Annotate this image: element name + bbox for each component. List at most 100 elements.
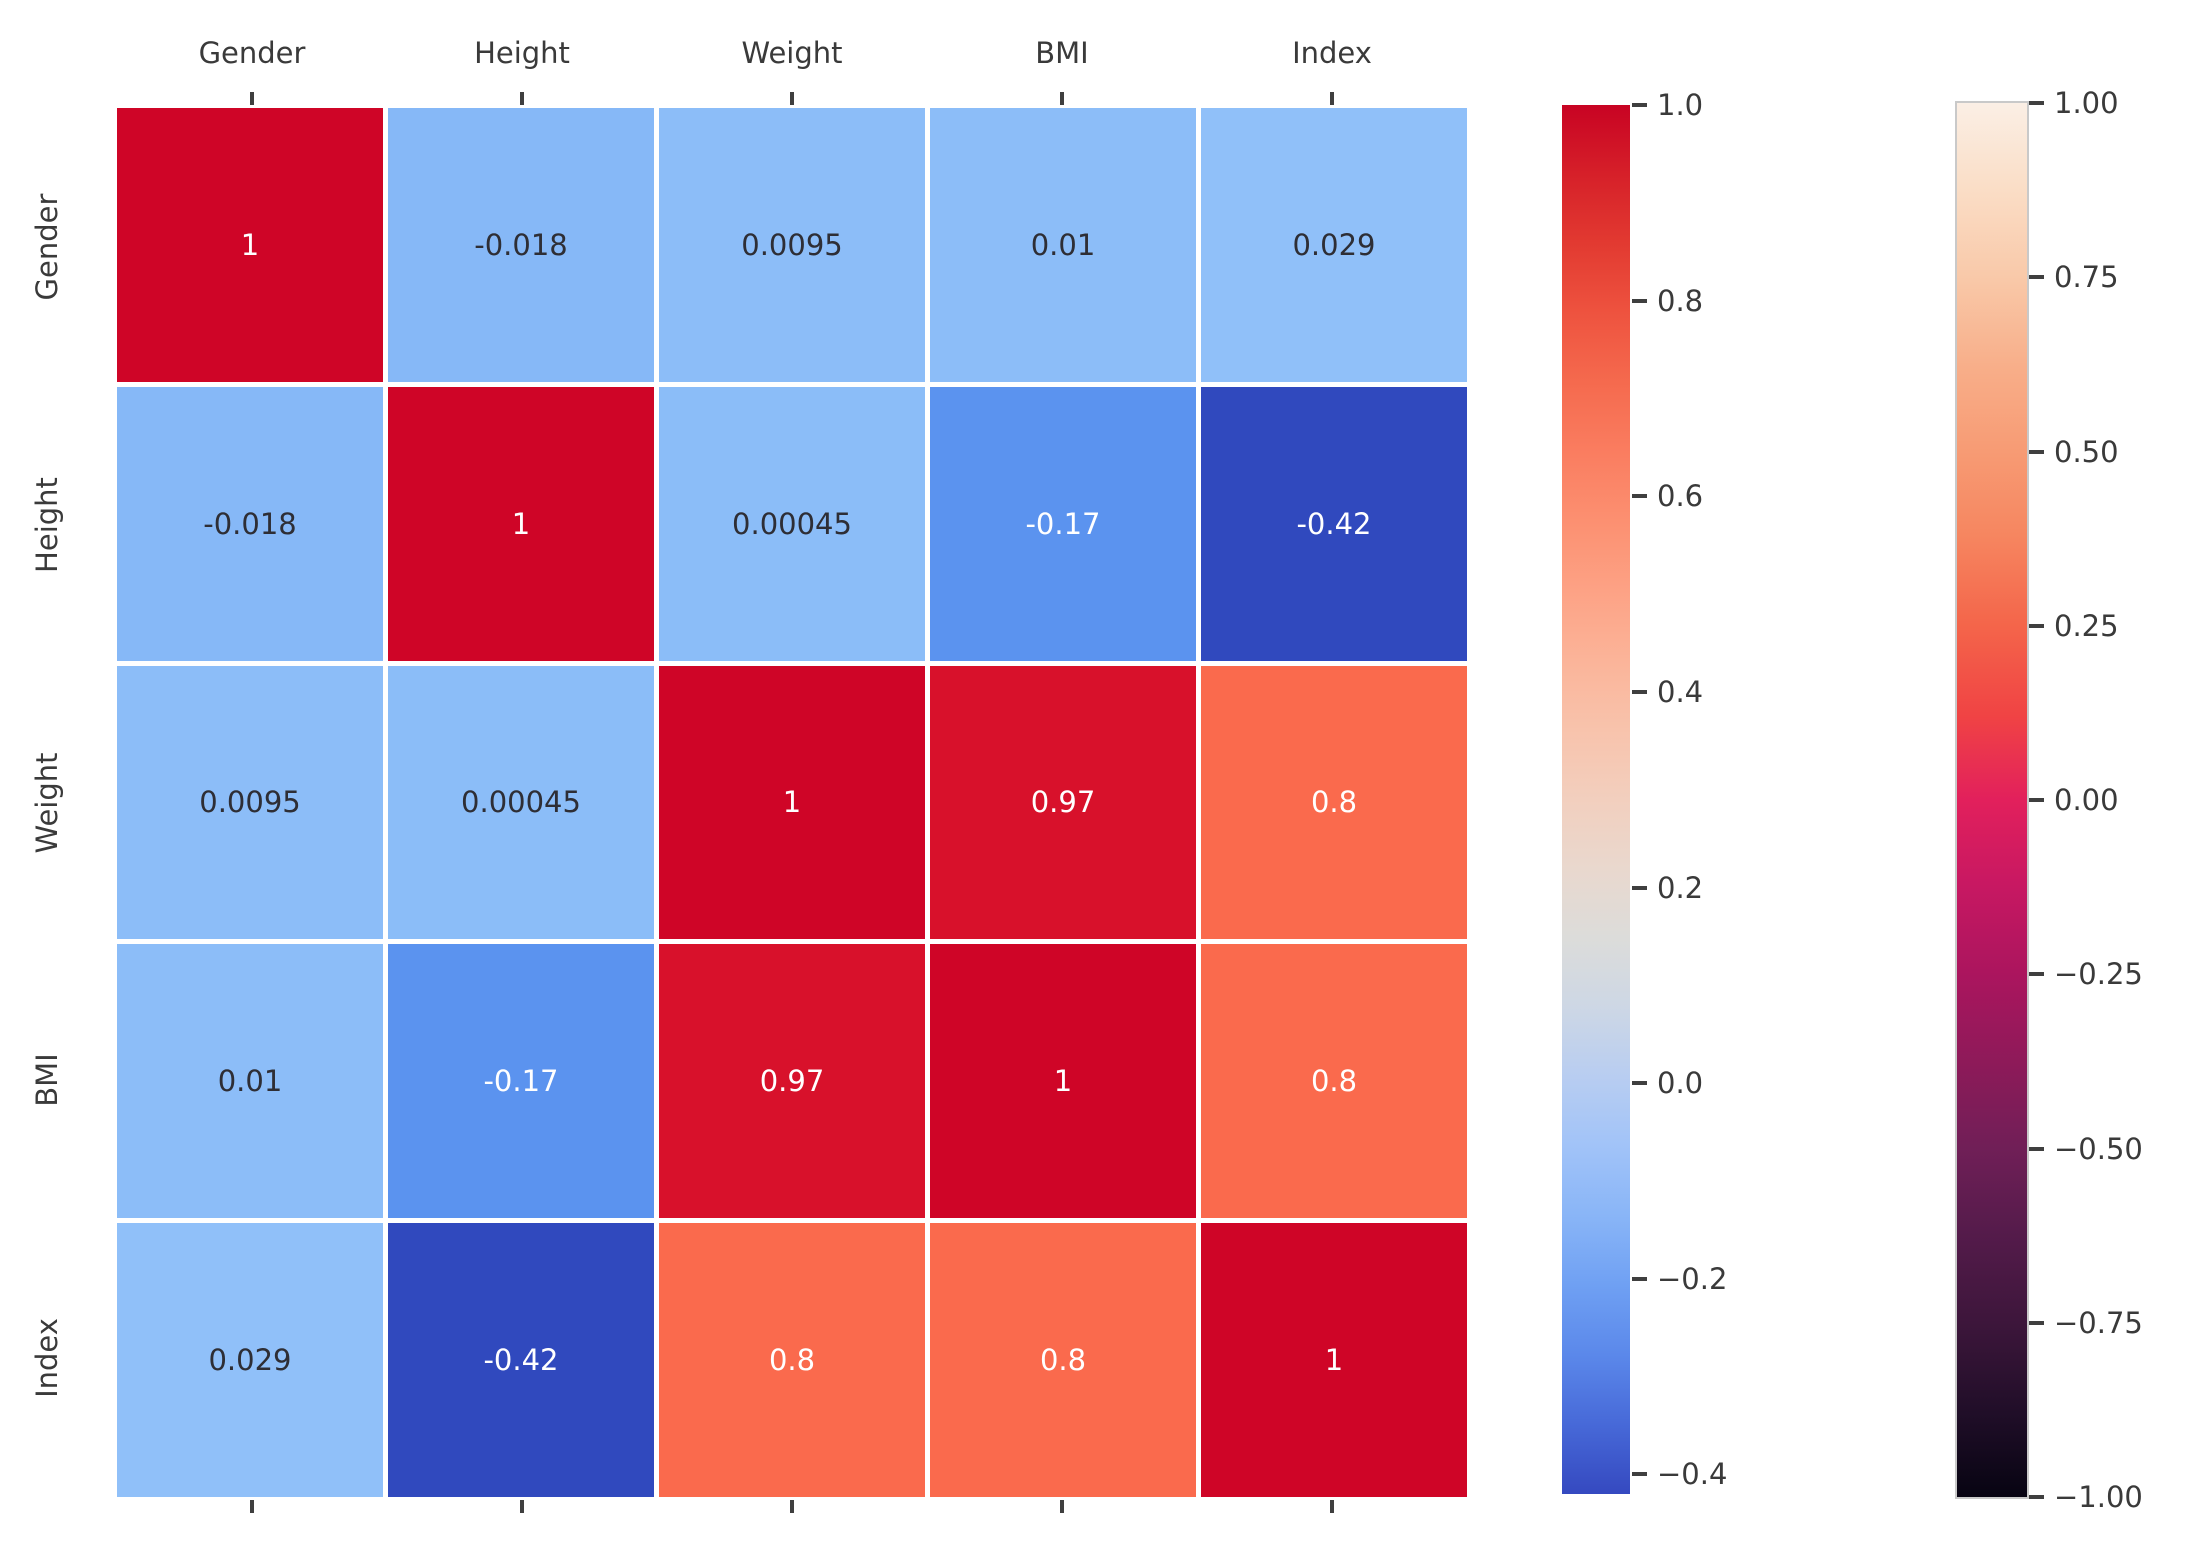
- colorbar-secondary-tick-label: 0.25: [2054, 608, 2119, 643]
- column-label-gender: Gender: [198, 36, 306, 70]
- colorbar-secondary-tick-label: 0.00: [2054, 783, 2119, 817]
- axis-tick-mark: [520, 1500, 524, 1513]
- cell-value: 0.01: [217, 1064, 283, 1099]
- heatmap-cell-bmi-index: 0.8: [1201, 944, 1467, 1219]
- heatmap-cell-index-index: 1: [1201, 1223, 1467, 1497]
- colorbar-main: [1562, 105, 1630, 1494]
- colorbar-main-tick-label: 0.2: [1657, 870, 1704, 905]
- colorbar-secondary-tick-label: 0.50: [2054, 434, 2119, 469]
- cell-value: -0.17: [483, 1064, 559, 1099]
- cell-value: 0.97: [1030, 785, 1096, 820]
- colorbar-secondary-tick-mark: [2029, 275, 2044, 280]
- heatmap-cell-index-height: -0.42: [388, 1223, 654, 1497]
- colorbar-main-tick-mark: [1632, 1081, 1647, 1086]
- colorbar-secondary-tick-mark: [2029, 798, 2044, 802]
- cell-value: 0.01: [1030, 227, 1096, 262]
- heatmap-cell-weight-index: 0.8: [1201, 665, 1467, 940]
- cell-value: 0.029: [1292, 227, 1376, 262]
- heatmap-cell-height-height: 1: [388, 386, 654, 661]
- colorbar-main-tick-label: 0.4: [1657, 674, 1704, 709]
- heatmap-cell-height-weight: 0.00045: [659, 386, 925, 661]
- colorbar-main-tick-label: −0.4: [1657, 1457, 1728, 1492]
- row-label-gender: Gender: [30, 193, 64, 301]
- heatmap-cell-bmi-weight: 0.97: [659, 944, 925, 1219]
- row-label-weight: Weight: [30, 751, 64, 854]
- column-label-weight: Weight: [741, 36, 843, 70]
- cell-value: 0.0095: [199, 785, 301, 820]
- colorbar-secondary-tick-mark: [2029, 623, 2044, 628]
- axis-tick-mark: [1060, 1500, 1064, 1513]
- cell-value: 0.00045: [732, 506, 852, 541]
- colorbar-secondary-tick-label: −0.75: [2054, 1305, 2143, 1340]
- column-label-height: Height: [474, 36, 570, 70]
- heatmap-cell-gender-weight: 0.0095: [659, 108, 925, 382]
- heatmap-cell-height-index: -0.42: [1201, 386, 1467, 661]
- colorbar-main-tick-label: 1.0: [1657, 88, 1704, 122]
- cell-value: -0.018: [474, 227, 568, 262]
- axis-tick-mark: [790, 1500, 794, 1513]
- heatmap-cell-index-bmi: 0.8: [930, 1223, 1196, 1497]
- cell-value: 0.8: [1039, 1343, 1087, 1378]
- colorbar-main-tick-label: 0.0: [1657, 1066, 1704, 1101]
- axis-tick-mark: [1330, 1500, 1334, 1513]
- cell-value: 0.8: [1310, 785, 1358, 820]
- cell-value: 0.00045: [461, 785, 581, 820]
- colorbar-main-tick-mark: [1632, 103, 1647, 107]
- column-label-bmi: BMI: [1035, 36, 1089, 70]
- heatmap-cell-gender-height: -0.018: [388, 108, 654, 382]
- row-label-height: Height: [30, 476, 64, 573]
- axis-tick-mark: [520, 92, 524, 105]
- colorbar-secondary-tick-mark: [2029, 1146, 2044, 1151]
- heatmap-cell-gender-index: 0.029: [1201, 108, 1467, 382]
- colorbar-secondary-tick-label: −1.00: [2054, 1480, 2143, 1514]
- axis-tick-mark: [250, 92, 254, 105]
- colorbar-secondary-tick-label: 0.75: [2054, 260, 2119, 295]
- colorbar-main-tick-mark: [1632, 885, 1647, 890]
- cell-value: 0.97: [759, 1064, 825, 1099]
- colorbar-secondary-tick-mark: [2029, 101, 2044, 105]
- cell-value: 0.8: [768, 1343, 816, 1378]
- cell-value: 0.029: [208, 1343, 292, 1378]
- heatmap-cell-gender-gender: 1: [117, 108, 383, 382]
- row-label-bmi: BMI: [30, 1053, 64, 1108]
- colorbar-main-tick-label: 0.8: [1657, 283, 1704, 318]
- colorbar-main-tick-mark: [1632, 1276, 1647, 1281]
- heatmap-cell-index-gender: 0.029: [117, 1223, 383, 1497]
- heatmap-cell-height-bmi: -0.17: [930, 386, 1196, 661]
- heatmap-cell-weight-gender: 0.0095: [117, 665, 383, 940]
- colorbar-secondary-tick-mark: [2029, 449, 2044, 454]
- cell-value: 1: [1324, 1343, 1344, 1378]
- row-label-index: Index: [30, 1318, 64, 1399]
- cell-value: -0.42: [483, 1343, 559, 1378]
- axis-tick-mark: [790, 92, 794, 105]
- column-label-index: Index: [1292, 36, 1372, 70]
- cell-value: 0.0095: [741, 227, 843, 262]
- heatmap-cell-gender-bmi: 0.01: [930, 108, 1196, 382]
- colorbar-secondary-tick-mark: [2029, 1320, 2044, 1325]
- cell-value: 1: [240, 227, 260, 262]
- heatmap-grid: 1 -0.018 0.0095 0.01 0.029 -0.018 1 0.00045 -0.1…: [117, 108, 1467, 1497]
- heatmap-cell-height-gender: -0.018: [117, 386, 383, 661]
- heatmap-cell-bmi-height: -0.17: [388, 944, 654, 1219]
- axis-tick-mark: [1060, 92, 1064, 105]
- colorbar-main-tick-mark: [1632, 298, 1647, 303]
- colorbar-secondary: [1955, 101, 2029, 1499]
- cell-value: -0.17: [1025, 506, 1101, 541]
- heatmap-cell-index-weight: 0.8: [659, 1223, 925, 1497]
- colorbar-main-tick-mark: [1632, 1472, 1647, 1477]
- colorbar-main-tick-mark: [1632, 689, 1647, 694]
- cell-value: -0.018: [203, 506, 297, 541]
- heatmap-cell-weight-height: 0.00045: [388, 665, 654, 940]
- heatmap-cell-bmi-bmi: 1: [930, 944, 1196, 1219]
- axis-tick-mark: [250, 1500, 254, 1513]
- colorbar-secondary-tick-label: 1.00: [2054, 86, 2119, 120]
- cell-value: -0.42: [1296, 506, 1372, 541]
- cell-value: 0.8: [1310, 1064, 1358, 1099]
- cell-value: 1: [782, 785, 802, 820]
- colorbar-main-tick-label: −0.2: [1657, 1261, 1728, 1296]
- heatmap-cell-weight-weight: 1: [659, 665, 925, 940]
- cell-value: 1: [1053, 1064, 1073, 1099]
- colorbar-main-tick-mark: [1632, 494, 1647, 499]
- heatmap-cell-bmi-gender: 0.01: [117, 944, 383, 1219]
